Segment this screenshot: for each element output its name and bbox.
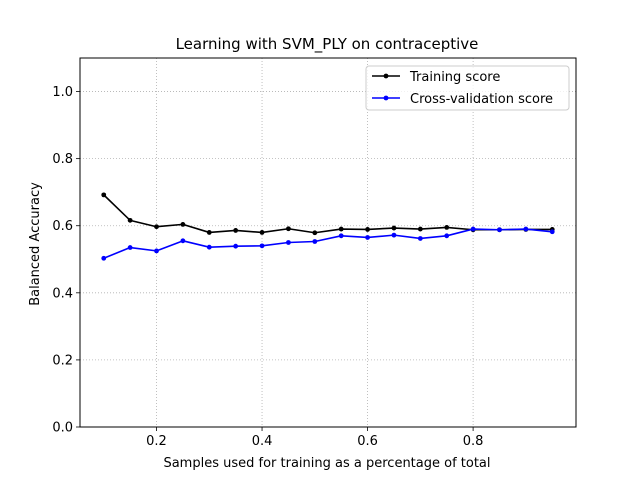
legend-training-marker xyxy=(383,73,389,79)
cross-validation-score-point xyxy=(417,236,423,241)
cross-validation-score-point xyxy=(286,240,291,245)
training-score-point xyxy=(206,230,212,235)
plot-area-frame xyxy=(79,57,577,428)
cross-validation-score-point xyxy=(549,229,555,235)
legend-box xyxy=(365,65,570,111)
x-tick-label: 0.2 xyxy=(146,434,167,449)
training-score-point xyxy=(259,230,265,235)
cross-validation-score-point xyxy=(154,248,159,254)
y-tick-label: 0.6 xyxy=(52,219,73,234)
cross-validation-score-point xyxy=(365,235,370,240)
ticks: 0.2 0.4 0.6 0.8 0.0 0.2 0.4 0.6 0.8 1.0 xyxy=(52,85,483,449)
y-tick-label: 1.0 xyxy=(52,85,73,100)
legend-cv-marker xyxy=(383,95,389,101)
training-score-point xyxy=(127,217,133,223)
cross-validation-score-point xyxy=(523,226,529,232)
training-score-point xyxy=(417,226,423,232)
cross-validation-score-point xyxy=(127,245,133,250)
cross-validation-score-point xyxy=(180,238,186,244)
training-score-point xyxy=(101,192,107,198)
cross-validation-score-point xyxy=(338,233,344,239)
x-tick-label: 0.8 xyxy=(463,434,484,449)
training-score-point xyxy=(154,224,159,230)
x-tick-label: 0.4 xyxy=(252,434,273,449)
training-score-point xyxy=(365,227,370,232)
cross-validation-score-point xyxy=(312,239,318,244)
legend-cv-label: Cross-validation score xyxy=(410,92,553,107)
training-score-point xyxy=(444,225,450,230)
x-axis-label: Samples used for training as a percentag… xyxy=(163,456,490,471)
cross-validation-score-line xyxy=(103,228,553,260)
training-score-point xyxy=(312,230,318,236)
cross-validation-score-point xyxy=(497,227,502,233)
legend: Training score Cross-validation score xyxy=(365,65,570,111)
y-tick-label: 0.8 xyxy=(52,152,73,167)
cross-validation-score-point xyxy=(233,243,239,249)
x-tick-label: 0.6 xyxy=(357,434,378,449)
legend-training-label: Training score xyxy=(409,70,500,85)
training-score-point xyxy=(391,225,397,231)
series-layer xyxy=(101,192,555,261)
cross-validation-score-point xyxy=(206,244,212,250)
cross-validation-score-point xyxy=(391,232,397,238)
training-score-point xyxy=(233,228,239,233)
training-score-point xyxy=(180,221,186,227)
y-axis-label: Balanced Accuracy xyxy=(28,182,43,306)
cross-validation-score-point xyxy=(470,226,476,232)
training-score-point xyxy=(338,226,344,232)
cross-validation-score-point xyxy=(259,243,265,249)
cross-validation-score-point xyxy=(444,233,450,239)
y-tick-label: 0.2 xyxy=(52,353,73,368)
cross-validation-score-point xyxy=(101,255,107,261)
training-score-point xyxy=(286,226,291,232)
chart-title: Learning with SVM_PLY on contraceptive xyxy=(176,35,479,54)
y-tick-label: 0.0 xyxy=(52,421,73,436)
y-tick-label: 0.4 xyxy=(52,286,73,301)
